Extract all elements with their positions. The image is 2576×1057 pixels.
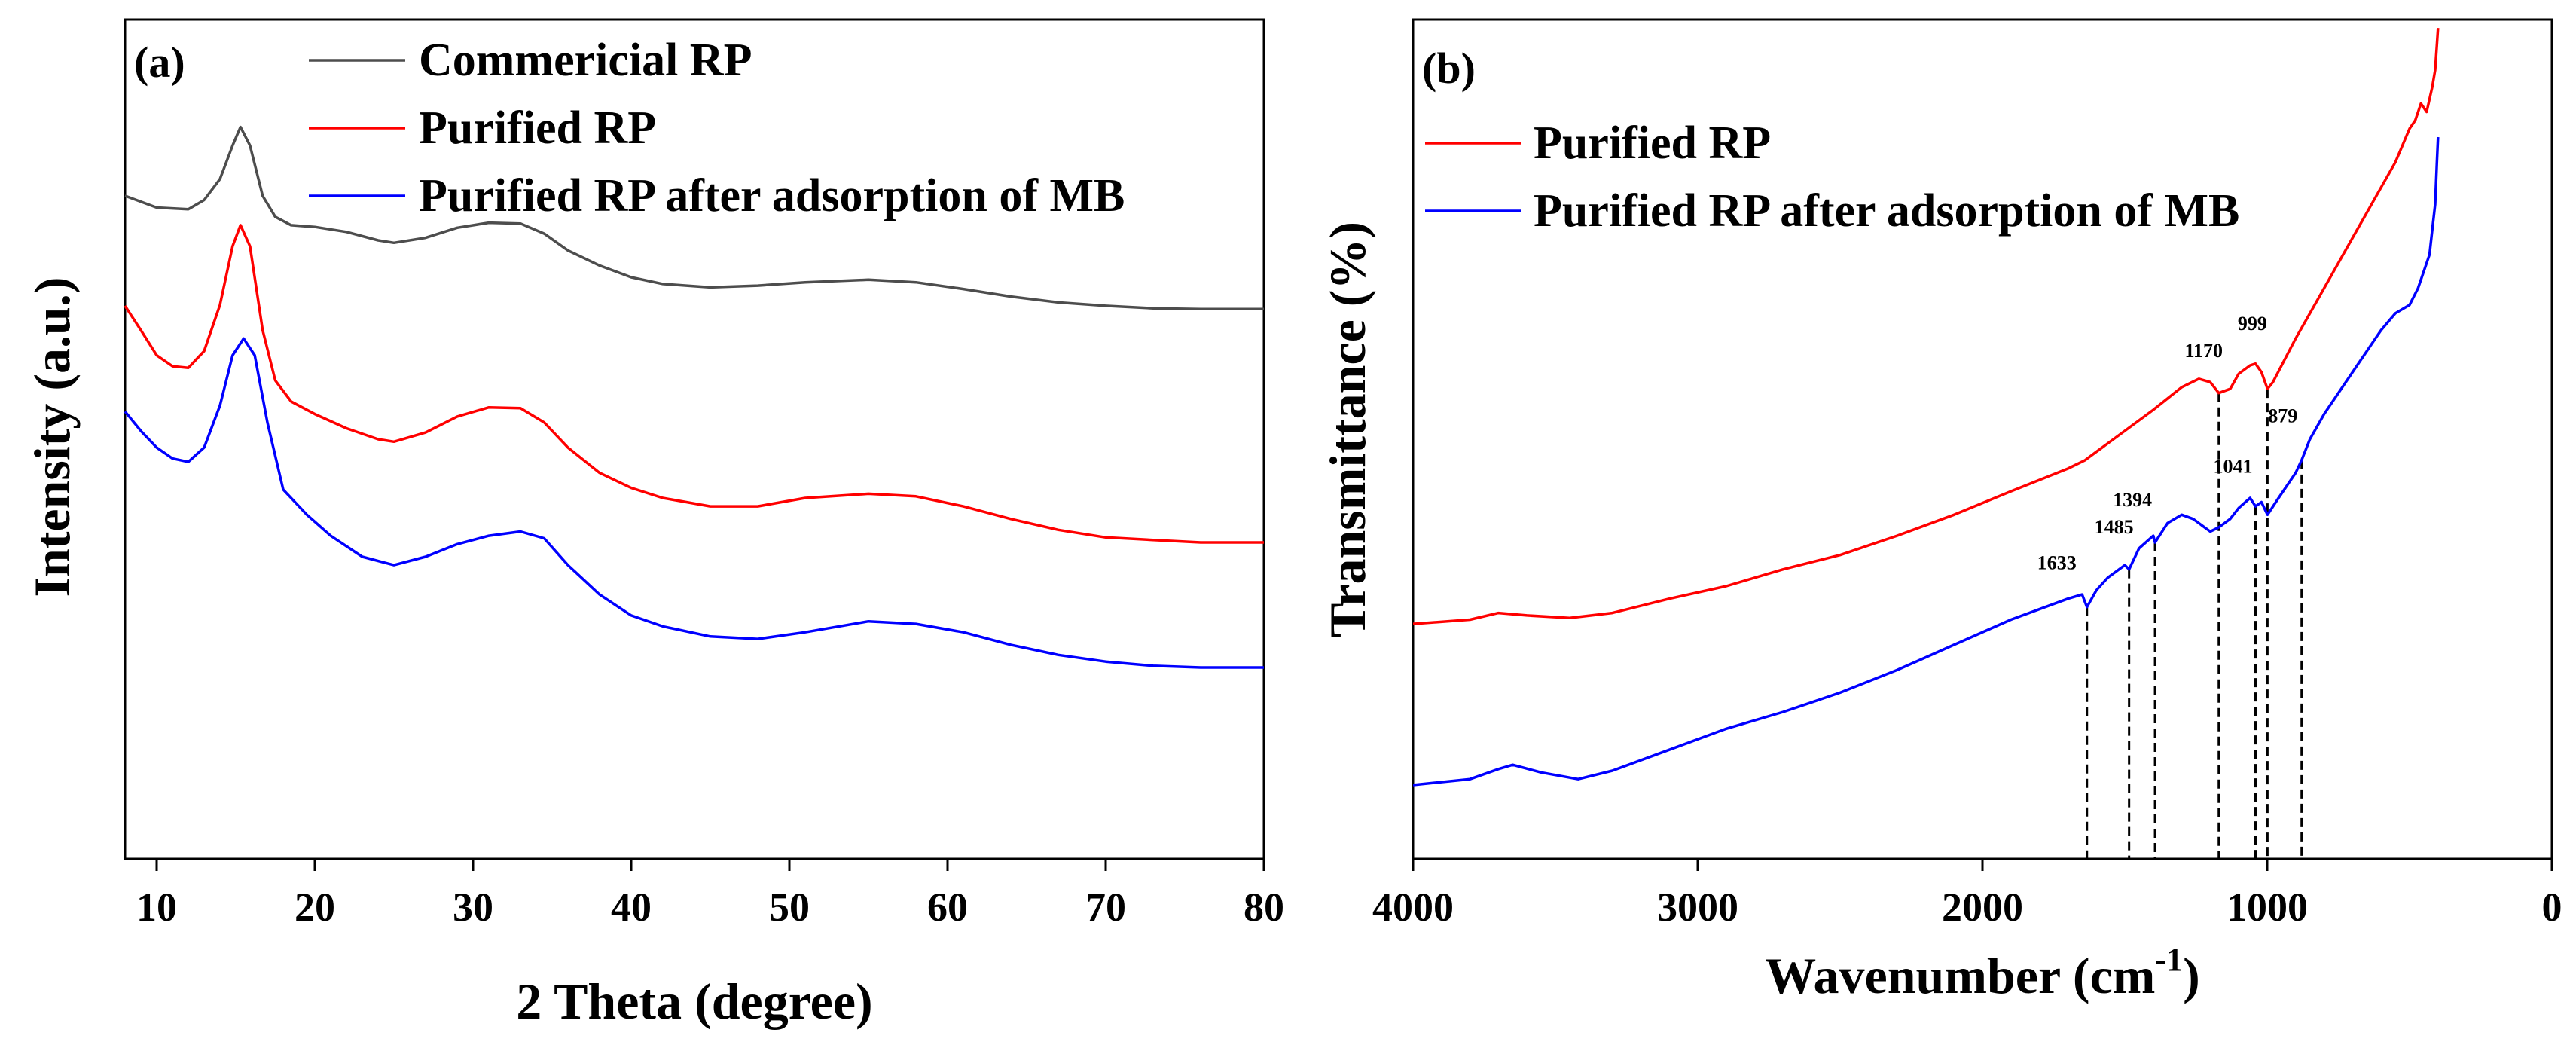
panel-a-x-tick-label-10: 10 bbox=[136, 884, 177, 930]
panel-b-legend: Purified RP Purified RP after adsorption… bbox=[1425, 118, 2239, 237]
panel-a-legend: Commericial RP Purified RP Purified RP a… bbox=[309, 35, 1125, 221]
panel-b-x-axis-title: Wavenumber (cm-1) bbox=[1765, 941, 2199, 1004]
panel-b-peak-label-999: 999 bbox=[2238, 313, 2267, 335]
panel-a-x-ticks: 10 20 30 40 50 60 70 80 bbox=[136, 859, 1284, 930]
panel-a-x-tick-label-60: 60 bbox=[927, 884, 968, 930]
panel-b-x-tick-label-2000: 2000 bbox=[1942, 884, 2023, 930]
panel-a-x-axis-title: 2 Theta (degree) bbox=[516, 973, 872, 1030]
panel-b-peak-label-879: 879 bbox=[2268, 405, 2297, 427]
panel-b-x-axis-title-main: Wavenumber (cm bbox=[1765, 947, 2155, 1004]
panel-a-y-axis-title: Intensity (a.u.) bbox=[23, 276, 81, 597]
panel-b-series-line-purified-rp-after-adsorption-of-mb bbox=[1412, 136, 2440, 787]
panel-a-label: (a) bbox=[134, 38, 185, 87]
panel-b: 1633 1485 1394 1170 999 1041 879 4000 3000 2000 1… bbox=[1319, 18, 2562, 1004]
panel-b-peak-annotations: 1633 1485 1394 1170 999 1041 879 bbox=[2037, 313, 2303, 859]
panel-a-series-line-purified-rp bbox=[124, 224, 1264, 544]
panel-b-y-axis-title: Transmittance (%) bbox=[1319, 221, 1376, 637]
panel-b-peak-label-1170: 1170 bbox=[2184, 340, 2223, 362]
panel-a-frame bbox=[124, 18, 1265, 860]
panel-b-x-axis-title-suffix: ) bbox=[2183, 947, 2200, 1004]
panel-b-peak-label-1394: 1394 bbox=[2113, 489, 2152, 511]
panel-b-peak-label-1633: 1633 bbox=[2037, 552, 2077, 574]
panel-b-x-axis-title-sup: -1 bbox=[2155, 941, 2183, 978]
panel-b-label: (b) bbox=[1422, 44, 1476, 93]
panel-a-legend-label-purified-rp: Purified RP bbox=[419, 102, 656, 154]
panel-b-x-tick-label-3000: 3000 bbox=[1657, 884, 1738, 930]
panel-a-x-tick-label-70: 70 bbox=[1085, 884, 1126, 930]
panel-b-peak-label-1041: 1041 bbox=[2214, 456, 2253, 478]
panel-a-series-line-purified-rp-after-adsorption-of-mb bbox=[124, 337, 1264, 669]
panel-a-x-tick-label-20: 20 bbox=[295, 884, 335, 930]
panel-a-series bbox=[124, 125, 1264, 669]
panel-b-series-line-purified-rp bbox=[1412, 27, 2440, 625]
panel-a-legend-label-purified-rp-mb: Purified RP after adsorption of MB bbox=[419, 170, 1125, 221]
panel-a-x-tick-label-80: 80 bbox=[1244, 884, 1284, 930]
panel-b-x-ticks: 4000 3000 2000 1000 0 bbox=[1372, 859, 2562, 930]
panel-a-x-tick-label-40: 40 bbox=[611, 884, 652, 930]
panel-b-legend-label-purified-rp-mb: Purified RP after adsorption of MB bbox=[1534, 185, 2239, 237]
panel-a: 10 20 30 40 50 60 70 80 (a) 2 Theta (degree) In… bbox=[23, 18, 1284, 1030]
panel-b-x-tick-label-0: 0 bbox=[2542, 884, 2562, 930]
panel-b-peak-label-1485: 1485 bbox=[2095, 516, 2134, 538]
panel-a-x-tick-label-30: 30 bbox=[453, 884, 493, 930]
panel-b-legend-label-purified-rp: Purified RP bbox=[1534, 118, 1771, 169]
panel-a-x-tick-label-50: 50 bbox=[769, 884, 810, 930]
panel-b-x-tick-label-1000: 1000 bbox=[2227, 884, 2308, 930]
panel-b-series bbox=[1412, 27, 2440, 787]
panel-a-legend-label-commericial-rp: Commericial RP bbox=[419, 35, 752, 86]
panel-a-series-line-commericial-rp bbox=[124, 125, 1264, 311]
panel-b-x-tick-label-4000: 4000 bbox=[1372, 884, 1454, 930]
